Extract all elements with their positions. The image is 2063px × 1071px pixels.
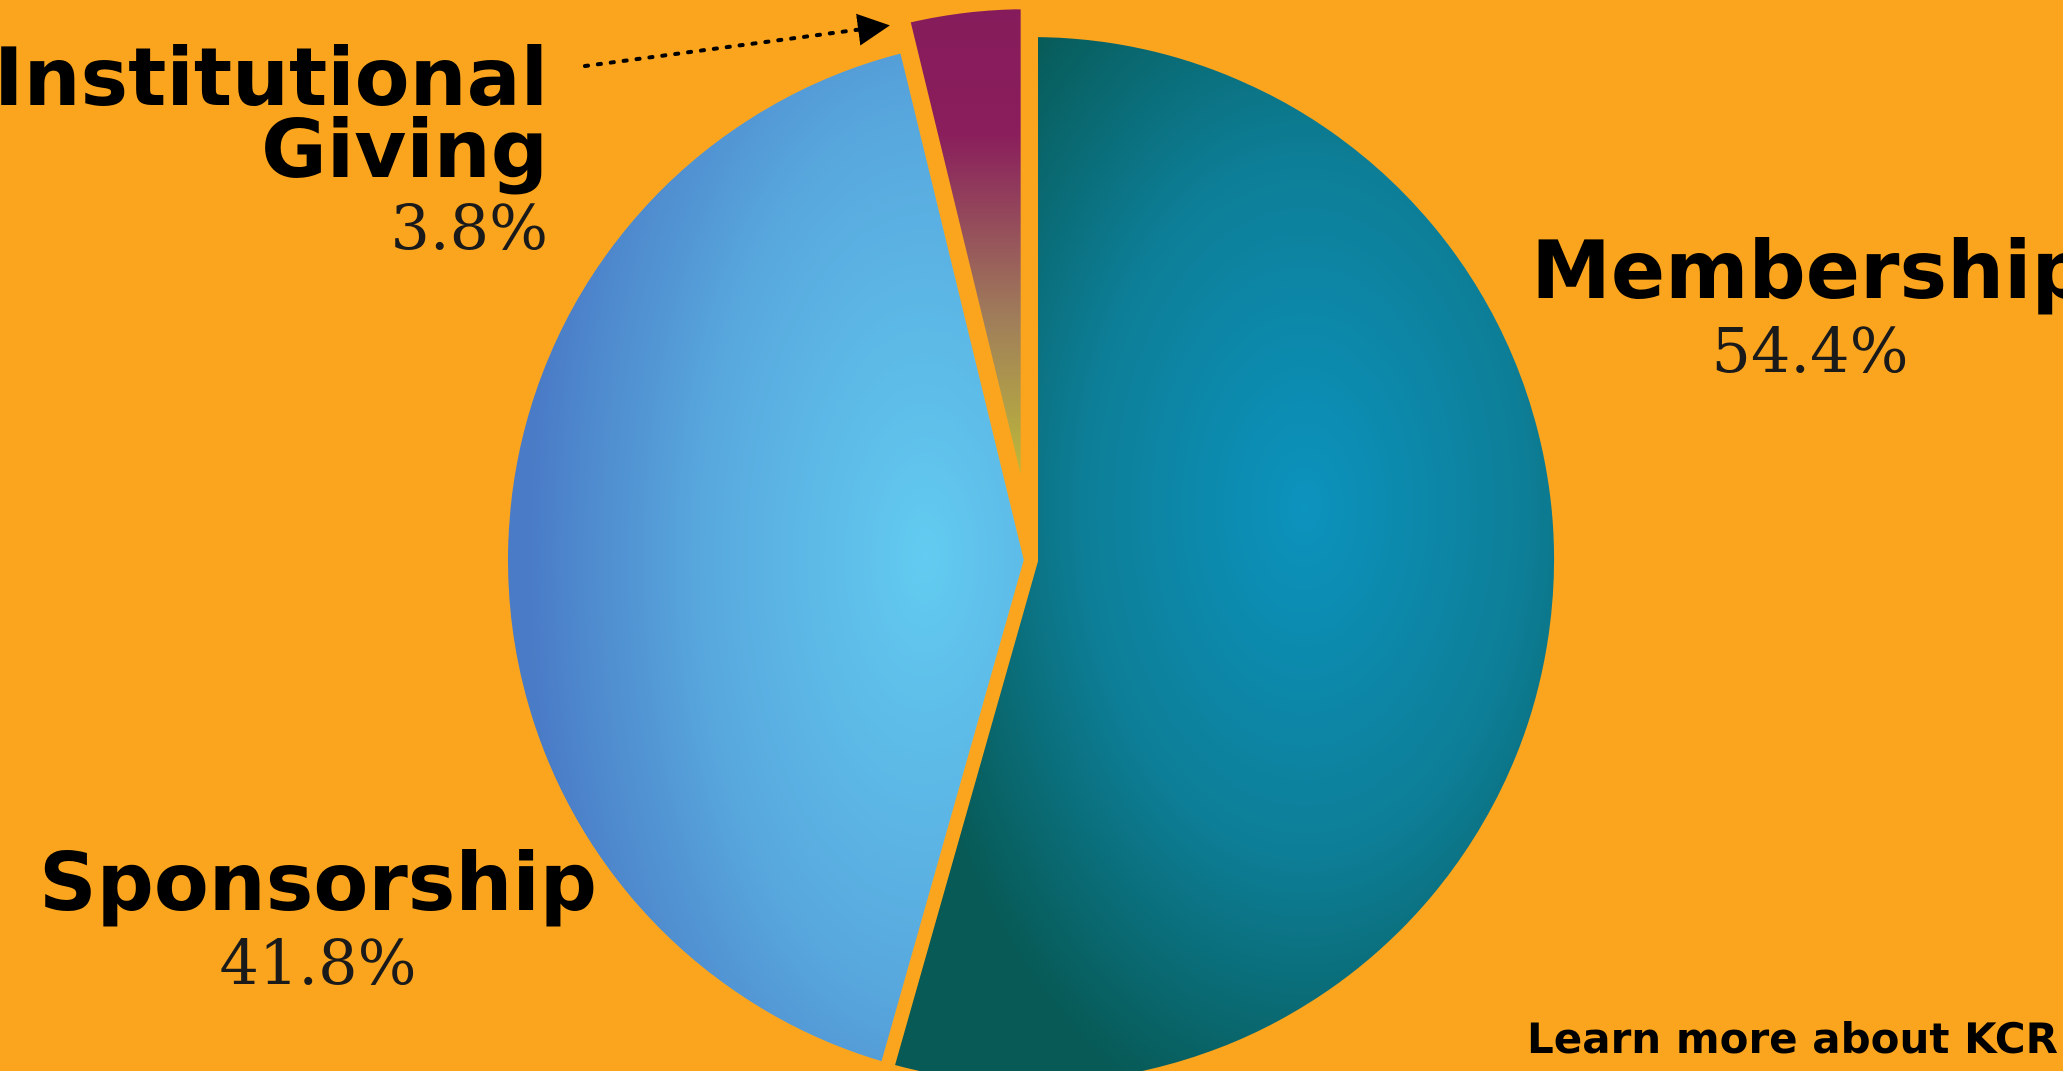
pie-slices bbox=[494, 0, 1568, 1071]
learn-more-link[interactable]: Learn more about KCR bbox=[1527, 1014, 2058, 1063]
slice-sponsorship bbox=[494, 38, 1038, 1071]
value-institutional-giving: 3.8% bbox=[390, 191, 548, 264]
slice-membership bbox=[879, 23, 1568, 1071]
label-membership: Membership bbox=[1531, 224, 2063, 317]
value-sponsorship: 41.8% bbox=[220, 926, 417, 999]
slice-institutional-giving bbox=[895, 0, 1035, 540]
label-sponsorship: Sponsorship bbox=[39, 836, 597, 929]
label-institutional-giving: Institutional Giving bbox=[0, 31, 548, 196]
value-membership: 54.4% bbox=[1712, 314, 1909, 387]
callout-arrow bbox=[583, 13, 890, 68]
